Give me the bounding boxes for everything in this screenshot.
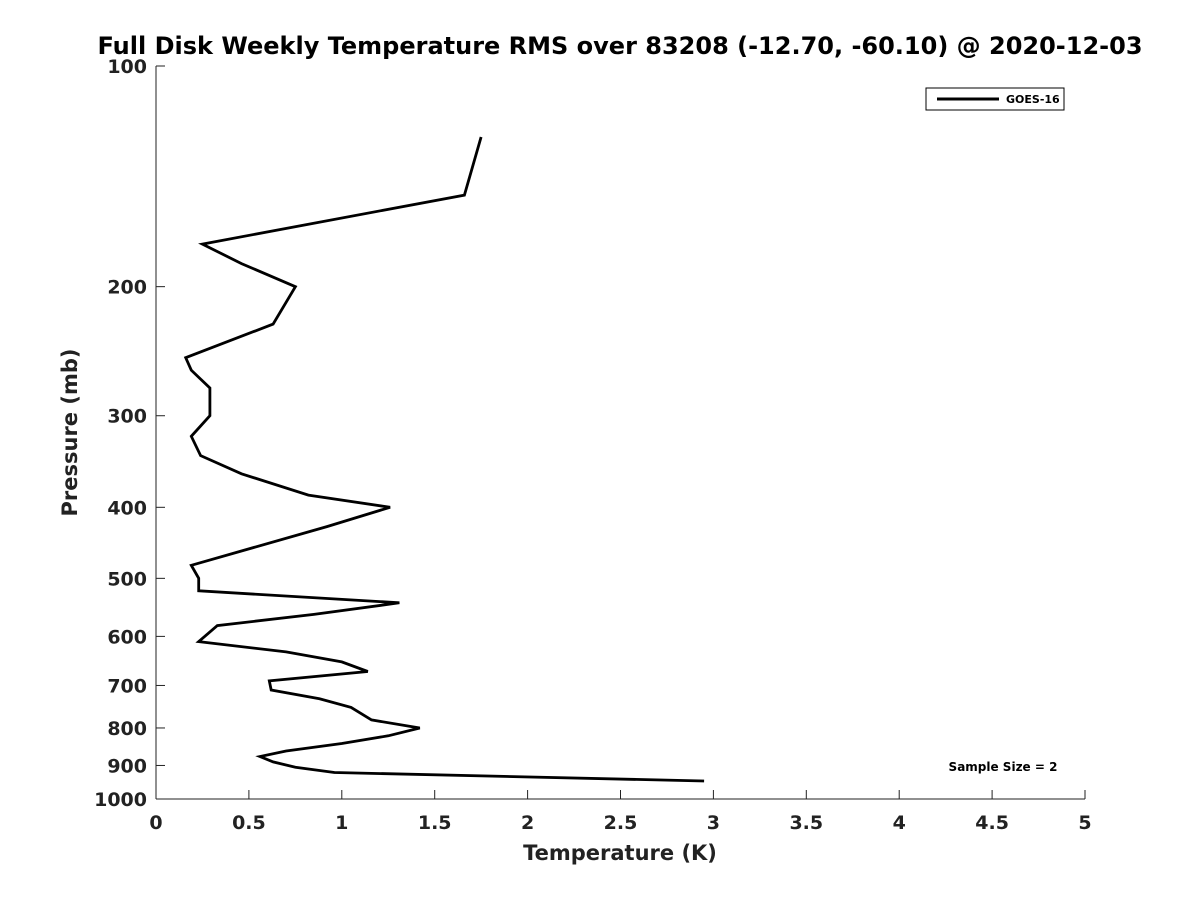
y-axis-label: Pressure (mb) bbox=[58, 349, 82, 517]
legend: GOES-16 bbox=[925, 87, 1065, 111]
x-tick-label: 1.5 bbox=[418, 812, 452, 834]
x-tick-label: 0 bbox=[149, 812, 162, 834]
y-tick-label: 400 bbox=[107, 497, 147, 519]
x-tick-label: 0.5 bbox=[232, 812, 266, 834]
y-tick-label: 600 bbox=[107, 626, 147, 648]
y-tick-label: 200 bbox=[107, 277, 147, 299]
x-tick-label: 3 bbox=[707, 812, 720, 834]
y-tick-label: 300 bbox=[107, 406, 147, 428]
y-tick-label: 500 bbox=[107, 568, 147, 590]
x-tick-label: 3.5 bbox=[789, 812, 823, 834]
chart-title: Full Disk Weekly Temperature RMS over 83… bbox=[97, 32, 1142, 60]
y-tick-label: 1000 bbox=[94, 789, 147, 811]
x-tick-label: 4.5 bbox=[975, 812, 1009, 834]
y-tick-label: 100 bbox=[107, 56, 147, 78]
axes: 0 0.5 1 1.5 2 2.5 3 3.5 4 4.5 5 100 200 300 400 500 600 7… bbox=[94, 56, 1092, 834]
x-tick-label: 4 bbox=[893, 812, 906, 834]
sample-size-annotation: Sample Size = 2 bbox=[949, 760, 1058, 774]
x-tick-label: 2.5 bbox=[604, 812, 638, 834]
series-line-goes-16 bbox=[183, 136, 705, 783]
x-tick-label: 5 bbox=[1078, 812, 1091, 834]
y-tick-label: 900 bbox=[107, 755, 147, 777]
y-tick-label: 800 bbox=[107, 718, 147, 740]
plot-area bbox=[183, 136, 705, 783]
y-tick-label: 700 bbox=[107, 675, 147, 697]
x-tick-label: 2 bbox=[521, 812, 534, 834]
x-tick-label: 1 bbox=[335, 812, 348, 834]
x-axis-label: Temperature (K) bbox=[523, 841, 717, 865]
legend-label-goes-16: GOES-16 bbox=[1006, 93, 1060, 106]
